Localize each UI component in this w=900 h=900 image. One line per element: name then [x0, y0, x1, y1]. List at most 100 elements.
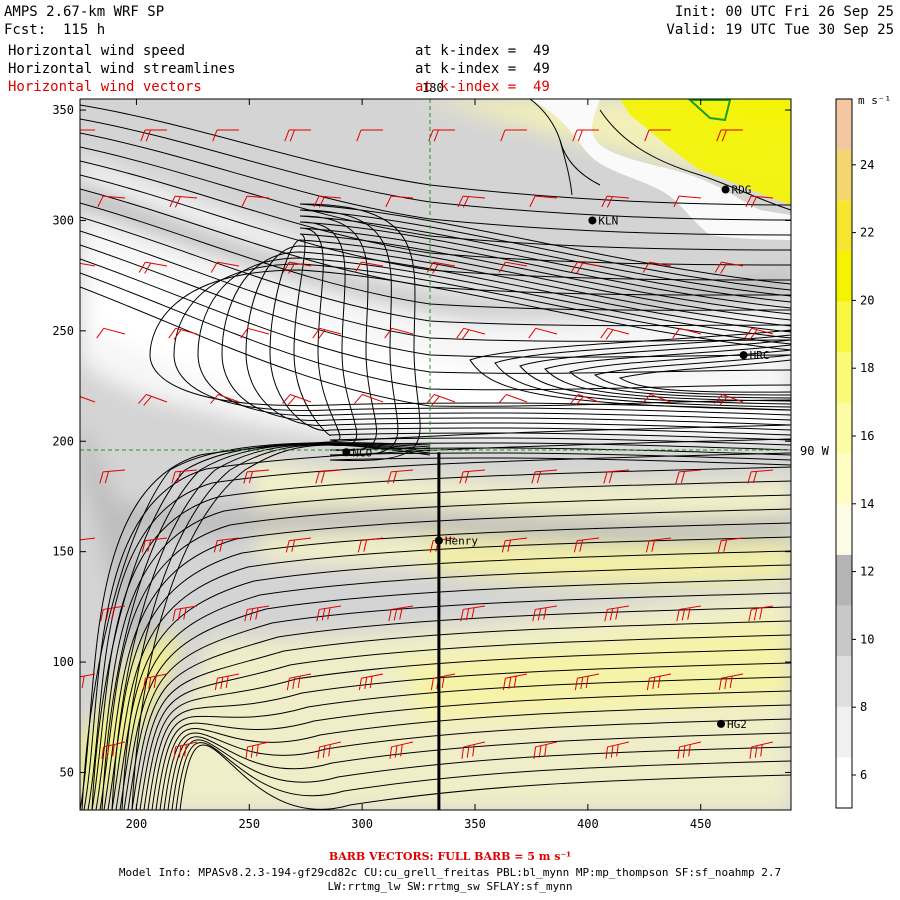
wind-barb	[533, 741, 558, 759]
colorbar-swatch	[836, 149, 852, 201]
streamline	[197, 257, 791, 421]
wind-barb	[171, 469, 198, 484]
station-marker	[588, 216, 597, 225]
streamline	[123, 578, 791, 810]
streamline	[293, 233, 791, 441]
wind-barb	[570, 261, 600, 274]
streamline	[149, 269, 791, 411]
wind-barb	[716, 129, 743, 142]
wind-barb	[142, 673, 168, 691]
colorbar-swatch	[836, 554, 852, 606]
wind-barb	[603, 469, 630, 484]
streamline	[95, 480, 791, 810]
wind-barb	[605, 741, 630, 759]
wind-barb	[747, 469, 774, 484]
wind-barb	[498, 261, 528, 273]
wind-barb	[312, 327, 342, 340]
wind-barb	[573, 537, 600, 553]
colorbar-label: 12	[860, 565, 874, 579]
wind-barb	[749, 741, 774, 759]
streamline	[143, 648, 791, 810]
wind-barb	[245, 741, 270, 759]
streamline	[115, 550, 791, 810]
wind-barb	[317, 741, 342, 759]
x-tick-label: 400	[577, 817, 599, 831]
colorbar-label: 24	[860, 158, 874, 172]
colorbar-label: 22	[860, 226, 874, 240]
wind-barb	[286, 673, 312, 691]
streamline	[81, 442, 431, 810]
stations: KLN RDG HRC NCO Henry HG2	[342, 184, 769, 731]
wind-barb	[570, 394, 600, 406]
wind-barb	[600, 327, 630, 340]
y-tick-label: 50	[60, 765, 74, 779]
streamline	[119, 564, 791, 810]
wind-barb	[213, 537, 240, 553]
streamline	[83, 438, 791, 810]
colorbar-label: 18	[860, 361, 874, 375]
y-tick-label: 350	[52, 103, 74, 117]
streamline	[167, 732, 791, 810]
wind-barb	[717, 537, 744, 553]
streamline	[159, 704, 791, 810]
wind-barb	[244, 605, 270, 622]
streamline	[568, 349, 791, 399]
forecast-hour: Fcst: 115 h	[4, 22, 106, 38]
wind-barb	[646, 673, 672, 691]
streamline	[299, 203, 791, 466]
wind-barb	[672, 327, 702, 339]
wind-barb	[101, 741, 126, 759]
meridian-label: 180	[422, 81, 444, 95]
station-label: HG2	[727, 718, 747, 731]
field-name-vectors: Horizontal wind vectors	[8, 79, 202, 95]
wind-barb	[714, 261, 744, 274]
wind-barb	[138, 261, 168, 274]
streamline	[151, 676, 791, 810]
init-time: Init: 00 UTC Fri 26 Sep 25	[674, 4, 894, 20]
station-label: HRC	[750, 349, 770, 362]
wind-barb	[677, 741, 702, 759]
streamline	[139, 634, 791, 810]
x-tick-label: 250	[238, 817, 260, 831]
wind-barb	[80, 673, 96, 689]
wind-barb	[532, 605, 558, 622]
wind-barb	[354, 394, 384, 404]
station-marker	[342, 448, 351, 457]
colorbar-swatch	[836, 352, 852, 403]
wind-barb	[243, 469, 270, 484]
wind-barb	[212, 129, 239, 142]
x-axis: 200 250 300 350 400 450	[126, 99, 712, 831]
wind-barb	[210, 394, 240, 404]
wind-barb	[745, 195, 774, 208]
plot-frame	[79, 98, 792, 811]
streamline	[147, 662, 791, 810]
colorbar-label: 16	[860, 429, 874, 443]
streamline	[131, 444, 431, 810]
streamline	[171, 739, 791, 810]
wind-barb	[385, 195, 414, 208]
y-tick-label: 250	[52, 324, 74, 338]
wind-barb	[748, 605, 774, 622]
colorbar-frame	[835, 98, 853, 809]
wind-barb	[388, 605, 414, 622]
wind-barb	[96, 327, 126, 339]
streamlines	[80, 104, 791, 810]
streamline	[103, 508, 791, 810]
wind-barb	[461, 741, 486, 759]
wind-barb	[358, 673, 384, 691]
wind-barb	[498, 394, 528, 404]
parallel-label: 90 W	[800, 444, 830, 458]
wind-barb	[604, 605, 630, 622]
wind-barb	[172, 605, 198, 622]
wind-barb	[428, 129, 455, 142]
colorbar-swatch	[836, 250, 852, 302]
streamline	[80, 216, 791, 327]
colorbar-swatch	[836, 605, 852, 657]
valid-time: Valid: 19 UTC Tue 30 Sep 25	[666, 22, 894, 38]
streamline	[87, 452, 791, 810]
y-tick-label: 300	[52, 213, 74, 227]
y-tick-label: 100	[52, 655, 74, 669]
streamline	[175, 742, 791, 810]
wind-barb	[100, 605, 126, 622]
streamline	[173, 263, 791, 416]
